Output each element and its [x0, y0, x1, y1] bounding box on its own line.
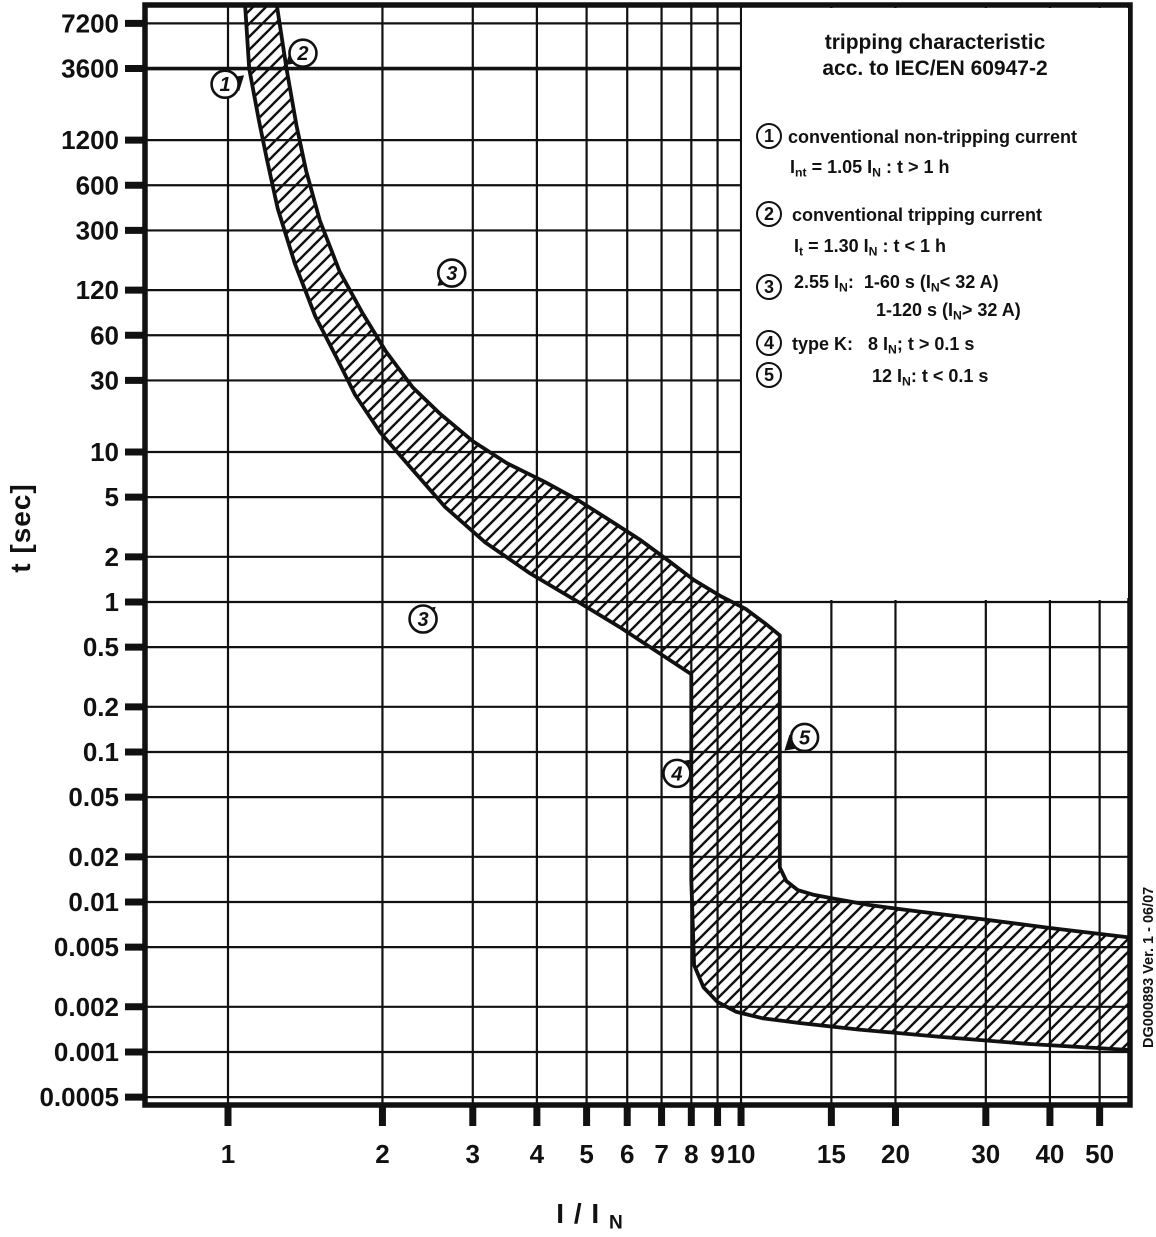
legend-item-3-number: 3 — [756, 274, 782, 300]
y-tick-label: 0.01 — [68, 887, 119, 917]
y-tick-label: 0.5 — [83, 632, 119, 662]
legend-item-1-formula: Int = 1.05 IN : t > 1 h — [790, 157, 950, 180]
y-tick-label: 120 — [76, 275, 119, 305]
annotation-circle-1 — [210, 69, 240, 100]
legend-item-2-text: conventional tripping current — [792, 205, 1043, 225]
y-tick-label: 0.002 — [54, 992, 119, 1022]
annotation-number-1: 1 — [220, 74, 231, 96]
legend-item-2-number: 2 — [756, 201, 782, 227]
x-tick-label: 5 — [579, 1139, 593, 1169]
legend-title-line2: acc. to IEC/EN 60947-2 — [822, 57, 1048, 80]
axis-ticks — [125, 19, 1104, 1126]
legend-item-3-text-line1: 2.55 IN: 1-60 s (IN< 32 A) — [794, 272, 999, 295]
x-tick-label: 4 — [530, 1139, 545, 1169]
y-axis-title: t [sec] — [5, 483, 36, 573]
x-tick-label: 30 — [971, 1139, 1000, 1169]
x-axis-title: I / I N — [556, 1198, 624, 1234]
y-tick-label: 0.02 — [68, 842, 119, 872]
x-tick-label: 3 — [466, 1139, 480, 1169]
y-tick-label: 0.001 — [54, 1037, 119, 1067]
y-tick-label: 300 — [76, 215, 119, 245]
y-tick-label: 30 — [90, 365, 119, 395]
legend-item-1-number: 1 — [756, 123, 782, 149]
legend-item-3-text-line2: 1-120 s (IN> 32 A) — [876, 300, 1021, 323]
x-tick-label: 8 — [684, 1139, 698, 1169]
chart-annotations: 1 2 3 3 4 5 — [210, 38, 820, 789]
y-tick-label: 1 — [105, 587, 119, 617]
legend-box: tripping characteristic acc. to IEC/EN 6… — [742, 8, 1128, 598]
x-tick-label: 9 — [710, 1139, 724, 1169]
legend-item-5-text: 12 IN: t < 0.1 s — [872, 366, 989, 389]
annotation-circle-3 — [436, 258, 467, 288]
axis-tick-labels: 1 2 3 4 5 6 7 8 9 10 15 20 30 40 507200360012006003001… — [39, 8, 1114, 1169]
y-tick-label: 1200 — [61, 125, 119, 155]
annotation-number-4: 4 — [670, 763, 682, 785]
annotation-circle-3 — [408, 604, 438, 634]
x-tick-label: 10 — [727, 1139, 756, 1169]
x-tick-label: 6 — [620, 1139, 634, 1169]
doc-id-vertical-text: DG000893 Ver. 1 - 06/07 — [1141, 886, 1156, 1048]
x-tick-label: 20 — [881, 1139, 910, 1169]
y-tick-label: 0.2 — [83, 692, 119, 722]
legend-item-5-number: 5 — [756, 362, 782, 388]
legend-item-4-number: 4 — [756, 330, 782, 356]
legend-item-2-formula: It = 1.30 IN : t < 1 h — [794, 236, 947, 259]
y-tick-label: 3600 — [61, 54, 119, 84]
y-tick-label: 0.0005 — [39, 1082, 119, 1112]
y-tick-label: 5 — [105, 482, 119, 512]
annotation-circle-4 — [662, 758, 692, 789]
y-tick-label: 600 — [76, 170, 119, 200]
legend-item-1-text: conventional non-tripping current — [788, 127, 1077, 147]
y-tick-label: 10 — [90, 437, 119, 467]
y-tick-label: 60 — [90, 320, 119, 350]
y-tick-label: 2 — [105, 542, 119, 572]
legend-item-4-text: type K: 8 IN; t > 0.1 s — [792, 334, 975, 357]
annotation-number-3: 3 — [418, 609, 429, 631]
tripping-band — [243, 3, 1132, 1052]
y-tick-label: 0.005 — [54, 932, 119, 962]
annotation-circle-5 — [789, 722, 820, 753]
plot-border — [142, 2, 1133, 1108]
x-tick-label: 50 — [1085, 1139, 1114, 1169]
annotation-number-3: 3 — [446, 263, 457, 285]
y-tick-label: 0.05 — [68, 782, 119, 812]
x-tick-label: 2 — [375, 1139, 389, 1169]
x-tick-label: 40 — [1035, 1139, 1064, 1169]
x-tick-label: 7 — [654, 1139, 668, 1169]
y-tick-label: 0.1 — [83, 737, 119, 767]
legend-title: tripping characteristic acc. to IEC/EN 6… — [742, 30, 1128, 82]
x-tick-label: 15 — [817, 1139, 846, 1169]
x-tick-label: 1 — [221, 1139, 235, 1169]
annotation-number-2: 2 — [296, 43, 308, 65]
legend-title-line1: tripping characteristic — [824, 31, 1046, 54]
annotation-circle-2 — [288, 38, 318, 68]
annotation-number-5: 5 — [799, 727, 811, 749]
y-tick-label: 7200 — [61, 8, 119, 38]
